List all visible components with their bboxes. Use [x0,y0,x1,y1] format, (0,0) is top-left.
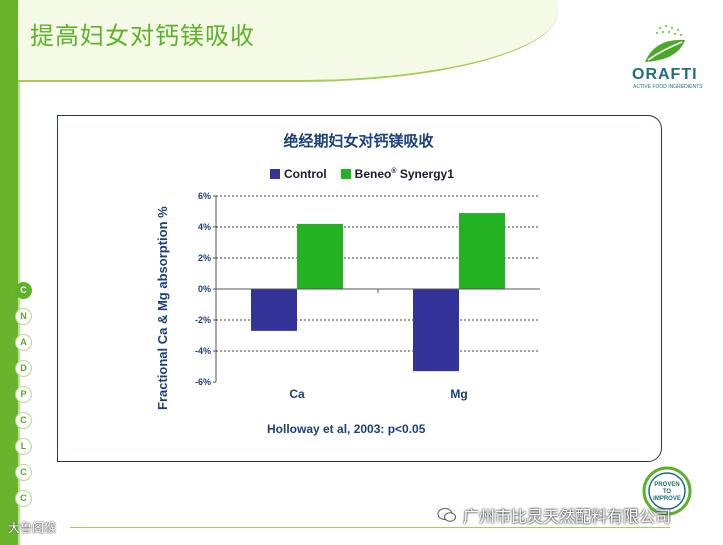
legend-label-control: Control [284,167,327,181]
watermark-right: 广州市比灵天然配料有限公司 [437,503,671,527]
nav-letter-2[interactable]: A [15,334,32,351]
slide-title: 提高妇女对钙镁吸收 [30,22,255,50]
legend-swatch-beneo [340,169,351,179]
nav-letter-1[interactable]: N [15,308,32,325]
legend-item-control: Control [270,167,327,181]
nav-letter-6[interactable]: L [15,438,32,455]
proven-badge-icon: PROVEN TO IMPROVE [642,466,692,516]
legend-label-beneo: Beneo® Synergy1 [354,167,454,181]
chart-title: 绝经期妇女对钙镁吸收 [283,132,434,150]
nav-letter-7[interactable]: C [15,464,32,481]
nav-letter-3[interactable]: D [15,360,32,377]
wechat-icon [437,508,456,522]
footer-line [70,527,670,528]
orafti-logo-icon [645,24,685,62]
chart-legend: Control Beneo® Synergy1 [270,167,468,181]
nav-letter-0[interactable]: C [15,282,32,299]
legend-swatch-control [270,169,280,179]
logo-wordmark: ORAFTI [632,66,698,83]
nav-letter-8[interactable]: C [15,490,32,507]
y-axis-label: Fractional Ca & Mg absorption % [155,206,170,410]
legend-item-beneo: Beneo® Synergy1 [340,167,454,181]
logo-subtext: ACTIVE FOOD INGREDIENTS [633,84,703,90]
watermark-right-text: 广州市比灵天然配料有限公司 [463,507,672,526]
badge-line-3: IMPROVE [653,496,681,502]
nav-letter-4[interactable]: P [15,386,32,403]
left-accent-bar-inner [18,0,20,545]
left-accent-bar [0,0,18,545]
badge-line-2: TO [663,489,672,495]
watermark-left: 大鲁阁猴 [8,521,57,535]
nav-letter-5[interactable]: C [15,412,32,429]
chart-annotation: Holloway et al, 2003: p<0.05 [267,422,426,436]
badge-line-1: PROVEN [654,482,679,488]
